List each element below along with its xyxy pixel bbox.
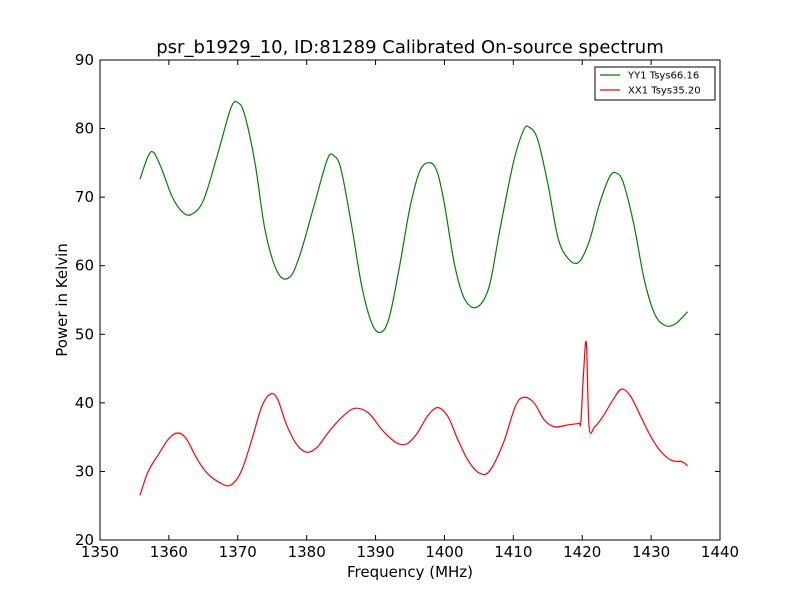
plot-area: [99, 59, 721, 541]
x-axis: 1350 1360 1370 1380 1390 1400 1410 1420 1430 1440: [81, 60, 739, 561]
y-tick-label: 20: [75, 531, 94, 549]
series-line-xx1-tsys35-20: [139, 340, 689, 496]
y-axis: 20 30 40 50 60 70 80 90: [75, 51, 720, 549]
x-tick-label: 1380: [288, 543, 326, 561]
y-tick-label: 40: [75, 394, 94, 412]
legend: YY1 Tsys66.16 XX1 Tsys35.20: [594, 66, 716, 101]
chart-title: psr_b1929_10, ID:81289 Calibrated On-sou…: [156, 37, 663, 58]
x-tick-label: 1350: [81, 543, 119, 561]
x-tick-label: 1360: [150, 543, 188, 561]
x-axis-label: Frequency (MHz): [347, 563, 473, 581]
x-tick-label: 1370: [219, 543, 257, 561]
y-tick-label: 80: [75, 120, 94, 138]
legend-box: [594, 66, 716, 101]
plot-frame: [99, 59, 721, 541]
y-tick-label: 70: [75, 188, 94, 206]
y-tick-label: 30: [75, 462, 94, 480]
series-layer: [139, 100, 689, 496]
y-tick-label: 90: [75, 51, 94, 69]
x-tick-label: 1440: [701, 543, 739, 561]
series-line-yy1-tsys66-16: [139, 100, 689, 334]
y-tick-label: 60: [75, 257, 94, 275]
x-tick-label: 1420: [563, 543, 601, 561]
x-tick-label: 1400: [425, 543, 463, 561]
x-tick-label: 1430: [632, 543, 670, 561]
x-tick-label: 1390: [356, 543, 394, 561]
y-axis-label: Power in Kelvin: [53, 243, 71, 357]
legend-label: YY1 Tsys66.16: [627, 71, 699, 82]
y-tick-label: 50: [75, 325, 94, 343]
x-tick-label: 1410: [494, 543, 532, 561]
legend-label: XX1 Tsys35.20: [628, 86, 701, 97]
